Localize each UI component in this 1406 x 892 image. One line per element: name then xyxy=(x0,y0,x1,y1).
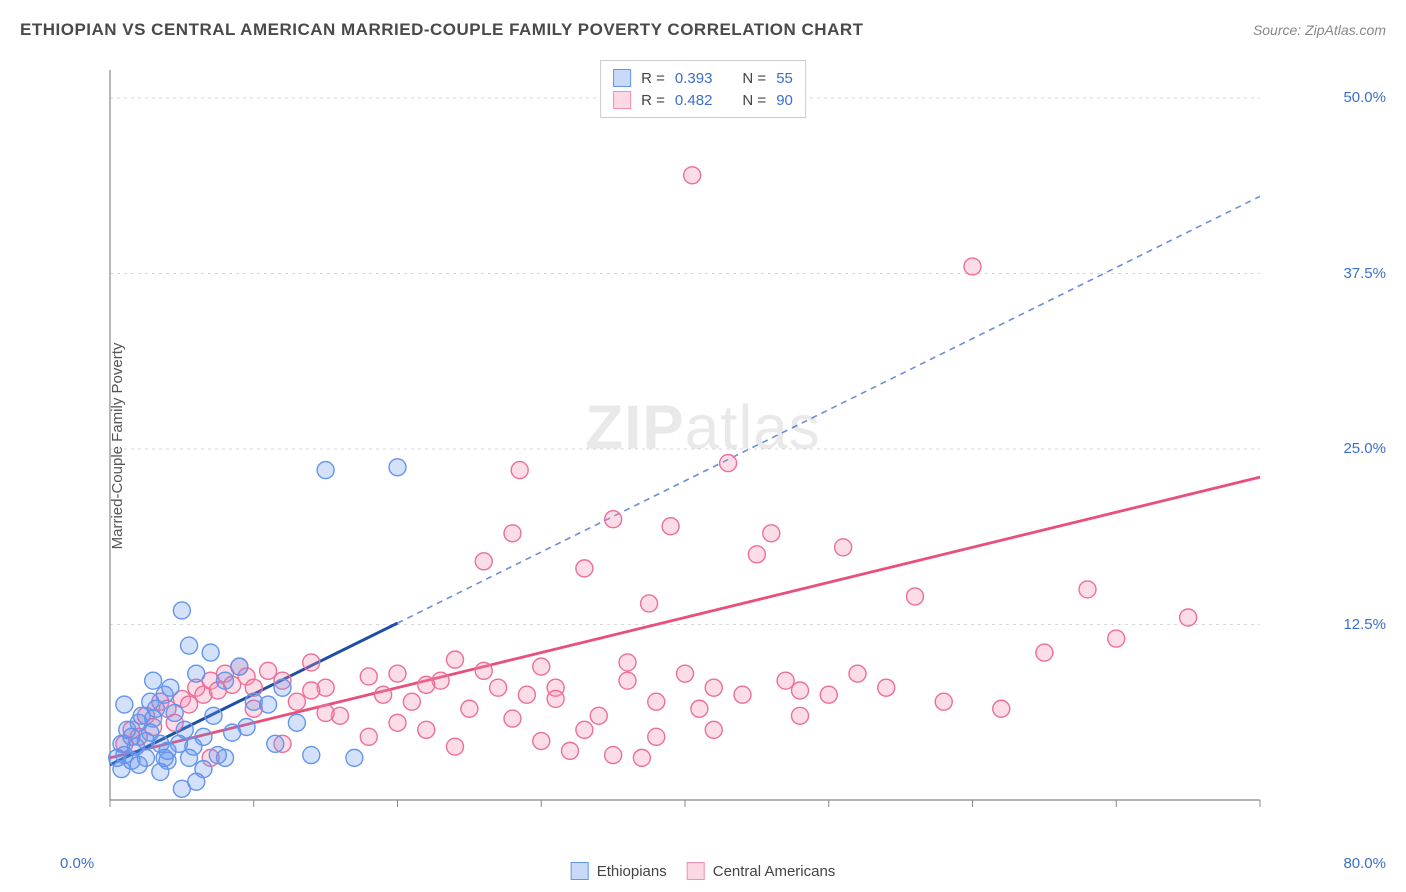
swatch-blue-icon xyxy=(571,862,589,880)
n-value: 90 xyxy=(776,92,793,109)
y-tick-label: 25.0% xyxy=(1343,440,1386,457)
scatter-chart xyxy=(60,60,1326,832)
legend-stats: R = 0.393 N = 55 R = 0.482 N = 90 xyxy=(600,60,806,118)
legend-item: Ethiopians xyxy=(571,862,667,880)
n-label: N = xyxy=(742,70,766,87)
legend-stats-row: R = 0.482 N = 90 xyxy=(613,89,793,111)
y-tick-label: 37.5% xyxy=(1343,265,1386,282)
y-tick-label: 50.0% xyxy=(1343,89,1386,106)
chart-title: ETHIOPIAN VS CENTRAL AMERICAN MARRIED-CO… xyxy=(20,20,864,40)
chart-container xyxy=(60,60,1326,832)
legend-label: Ethiopians xyxy=(597,863,667,880)
legend-series: Ethiopians Central Americans xyxy=(571,862,836,880)
legend-label: Central Americans xyxy=(713,863,836,880)
y-tick-label: 12.5% xyxy=(1343,616,1386,633)
legend-stats-row: R = 0.393 N = 55 xyxy=(613,67,793,89)
swatch-pink-icon xyxy=(687,862,705,880)
r-value: 0.393 xyxy=(675,70,713,87)
x-max-label: 80.0% xyxy=(1343,855,1386,872)
r-label: R = xyxy=(641,70,665,87)
swatch-pink-icon xyxy=(613,91,631,109)
swatch-blue-icon xyxy=(613,69,631,87)
legend-item: Central Americans xyxy=(687,862,836,880)
r-label: R = xyxy=(641,92,665,109)
chart-header: ETHIOPIAN VS CENTRAL AMERICAN MARRIED-CO… xyxy=(20,20,1386,40)
x-origin-label: 0.0% xyxy=(60,855,94,872)
n-value: 55 xyxy=(776,70,793,87)
n-label: N = xyxy=(742,92,766,109)
r-value: 0.482 xyxy=(675,92,713,109)
chart-source: Source: ZipAtlas.com xyxy=(1253,22,1386,38)
